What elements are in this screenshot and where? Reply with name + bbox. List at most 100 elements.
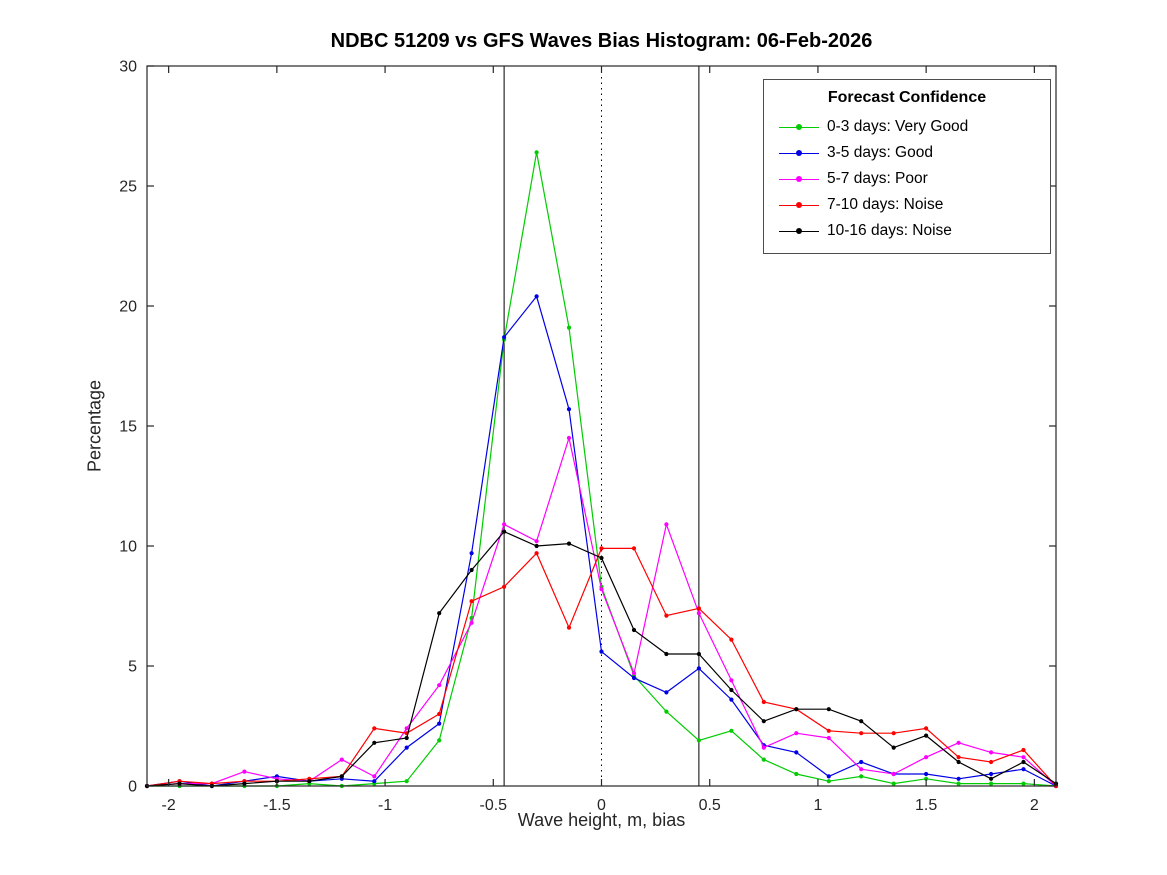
series-marker [469,599,474,604]
series-marker [469,551,474,556]
legend-entry: 5-7 days: Poor [764,166,1050,192]
x-tick-label: 2 [1030,797,1039,814]
y-tick-label: 10 [119,539,137,556]
series-marker [826,728,831,733]
series-marker [956,740,961,745]
legend-sample-line [779,122,819,132]
series-marker [534,150,539,155]
series-marker [469,620,474,625]
series-marker [566,407,572,412]
y-tick-label: 25 [119,179,137,196]
legend-entries: 0-3 days: Very Good 3-5 days: Good 5-7 day… [764,114,1050,244]
series-marker [891,731,896,736]
series-marker [859,774,864,779]
y-axis-label: Percentage [84,379,105,473]
y-tick-label: 5 [128,659,137,676]
series-marker [372,779,377,784]
series-marker [989,781,994,786]
series-marker [437,611,442,616]
series-marker [1021,767,1026,772]
y-tick-label: 15 [119,419,137,436]
series-marker [696,738,702,743]
series-marker [502,584,507,589]
series-line [146,530,1057,787]
series-marker [566,435,572,441]
y-tick-label: 0 [128,779,137,796]
x-tick-label: 0 [597,797,606,814]
series-marker [404,735,409,741]
series-marker [1021,755,1026,760]
chart-title: NDBC 51209 vs GFS Waves Bias Histogram: … [330,30,873,52]
legend-sample-line [779,174,819,184]
y-tick-label: 20 [119,299,137,316]
series-marker [696,611,702,616]
x-tick-label: -1 [378,797,392,814]
series-marker [859,767,864,772]
series-marker [599,546,604,551]
series-marker [566,325,572,330]
series-marker [631,671,637,676]
legend-entry: 0-3 days: Very Good [764,114,1050,140]
series-marker [1021,781,1026,786]
series-marker [664,690,669,695]
x-axis-label: Wave height, m, bias [517,810,686,830]
series-marker [989,750,994,755]
series-marker [924,755,929,760]
series-marker [437,711,442,717]
series-marker [534,543,539,549]
series-marker [404,779,409,784]
legend-sample-line [779,148,819,158]
series-marker [794,750,799,755]
legend-entry-label: 0-3 days: Very Good [827,118,969,135]
series-marker [859,719,864,724]
series-marker [696,666,702,671]
series-marker [696,651,702,657]
legend-entry-label: 10-16 days: Noise [827,222,952,239]
legend-entry-label: 7-10 days: Noise [827,196,944,213]
series-marker [242,781,247,786]
series-marker [794,731,799,736]
series-marker [826,779,831,784]
series-marker [404,745,409,750]
series-marker [534,551,539,556]
legend-entry: 7-10 days: Noise [764,192,1050,218]
series-marker [372,774,377,779]
series-marker [989,759,994,765]
series-marker [502,335,507,340]
series-marker [826,735,831,741]
series-marker [502,529,507,534]
legend: Forecast Confidence 0-3 days: Very Good 3… [763,79,1051,254]
series-marker [307,779,312,784]
series-marker [631,675,637,681]
series-marker [599,587,604,592]
x-tick-label: 1 [813,797,822,814]
legend-entry: 3-5 days: Good [764,140,1050,166]
legend-entry-label: 5-7 days: Poor [827,170,928,187]
series-marker [1021,759,1026,765]
x-tick-label: -1.5 [263,797,291,814]
legend-entry: 10-16 days: Noise [764,218,1050,244]
series-marker [826,774,831,779]
legend-entry-label: 3-5 days: Good [827,144,933,161]
series-marker [956,759,961,765]
x-tick-label: -0.5 [479,797,507,814]
series-marker [566,541,572,546]
series-marker [761,719,766,724]
series-marker [599,555,604,561]
series-marker [761,757,766,762]
series-marker [794,771,799,777]
series-marker [924,776,929,781]
series-marker [956,755,961,760]
series-marker [534,539,539,544]
series-marker [372,726,377,731]
series-marker [1021,747,1026,753]
series-marker [891,745,896,750]
series-marker [826,707,831,712]
series-marker [956,776,961,781]
series-marker [664,613,669,618]
series-marker [794,707,799,712]
series-marker [891,781,896,786]
series-marker [469,567,474,573]
y-tick-label: 30 [119,59,137,76]
